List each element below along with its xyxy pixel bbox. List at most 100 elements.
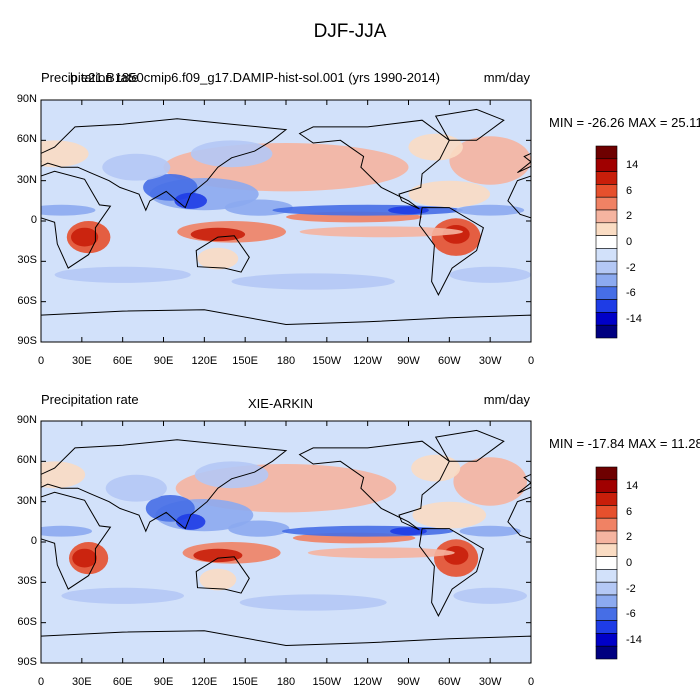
panel1-colorbar-box (595, 196, 618, 211)
panel1-lat-label: 30S (17, 254, 37, 267)
panel1-anomaly-patch (449, 136, 531, 185)
panel1-colorbar-box (595, 171, 618, 185)
panel2-lon-label: 0 (37, 676, 45, 688)
panel2-colorbar-box (595, 530, 618, 545)
panel2-coastline-australia (195, 556, 250, 594)
panel1-lat-label: 30N (16, 173, 37, 186)
panel2-colorbar (595, 466, 618, 660)
panel2-coastline-africa (41, 491, 112, 590)
panel1-coastline-australia (195, 235, 250, 273)
panel1-colorbar-box (595, 260, 618, 275)
panel2-title-right: mm/day (483, 392, 530, 407)
panel1-lon-label: 180 (276, 355, 296, 367)
panel1-coastline-south-america (418, 207, 484, 297)
panel2-anomaly-patch (412, 501, 487, 529)
panel1-lon-label: 0 (37, 355, 45, 367)
panel2-colorbar-label: -6 (626, 608, 636, 621)
panel2-lon-label: 180 (276, 676, 296, 688)
panel1-colorbar-label: -2 (626, 261, 636, 274)
panel2-lon-label: 60W (438, 676, 461, 688)
panel2-lon-label: 30E (72, 676, 92, 688)
panel1-colorbar-box (595, 158, 618, 172)
panel2-anomaly-patch (281, 525, 454, 537)
panel2-colorbar-box (595, 543, 618, 557)
panel2-anomaly-patch (459, 525, 521, 537)
panel1-anomaly-patch (197, 247, 239, 270)
panel1-lat-label: 60S (17, 294, 37, 307)
panel1-lon-label: 60E (112, 355, 133, 367)
panel2-anomaly-patch (453, 587, 527, 604)
panel1-colorbar-label: 6 (626, 184, 633, 197)
panel2-lon-label: 120W (353, 676, 383, 688)
panel2-anomaly-patch (72, 548, 97, 568)
panel1-lon-label: 60W (438, 355, 461, 367)
panel1-colorbar (595, 145, 618, 339)
panel2-colorbar-label: 14 (626, 480, 639, 493)
panel2-lon-label: 120E (191, 676, 218, 688)
panel1-colorbar-box (595, 273, 618, 288)
panel1-lon-label: 90E (153, 355, 174, 367)
panel2-lat-label: 90S (17, 656, 37, 668)
panel2-lat-label: 90N (16, 414, 37, 426)
panel1-anomaly-patch (102, 153, 171, 181)
panel2-min-max: MIN = -17.84 MAX = 11.28 (549, 436, 700, 451)
panel1-lon-label: 150W (312, 355, 342, 367)
panel1-coastline-north-america (298, 119, 450, 210)
panel1-anomaly-patch (190, 227, 246, 242)
panel2-coastline-north-america (298, 440, 450, 531)
panel2-colorbar-box (595, 556, 618, 570)
panel2-colorbar-label: 2 (626, 531, 633, 544)
panel2-anomaly-patch (61, 587, 185, 604)
panel1-anomaly-patch (456, 204, 525, 216)
panel1-colorbar-box (595, 286, 618, 300)
panel2-lat-label: 60N (16, 454, 37, 467)
panel1-map (40, 99, 532, 343)
panel1-title-center: b.e21.B1850cmip6.f09_g17.DAMIP-hist-sol.… (70, 70, 440, 85)
panel2-title-left: Precipitation rate (41, 392, 139, 407)
panel1-lat-label: 90N (16, 93, 37, 105)
panel1-colorbar-box (595, 209, 618, 224)
panel2-lat-label: 60S (17, 615, 37, 628)
panel1-colorbar-box (595, 324, 618, 339)
panel1-colorbar-box (595, 299, 618, 313)
panel2-anomaly-patch (239, 594, 387, 611)
panel1-lon-label: 30E (72, 355, 92, 367)
panel2-anomaly-patch (453, 457, 527, 506)
panel2-coastline-south-america (418, 528, 484, 618)
panel1-coastline-antarctica (41, 309, 531, 342)
panel1-anomaly-patch (408, 133, 463, 161)
panel2-lat-label: 0 (30, 535, 37, 547)
panel2-lon-label: 60E (112, 676, 133, 688)
panel2-anomaly-patch (193, 548, 243, 563)
panel1-lon-label: 0 (527, 355, 535, 367)
panel2-title-center: XIE-ARKIN (248, 396, 314, 411)
panel2-anomaly-patch (411, 454, 461, 482)
panel2-lat-label: 30N (16, 494, 37, 507)
panel1-colorbar-box (595, 145, 618, 160)
panel1-anomaly-patch (272, 204, 464, 216)
panel2-colorbar-box (595, 517, 618, 532)
panel2-colorbar-box (595, 569, 618, 583)
panel1-colorbar-label: -14 (626, 312, 642, 325)
figure-title: DJF-JJA (313, 21, 387, 42)
panel2-lon-label: 30W (478, 676, 502, 688)
panel1-anomaly-patch (449, 266, 531, 283)
panel2-colorbar-box (595, 479, 618, 493)
panel1-anomaly-patch (299, 226, 463, 238)
panel1-coastline-greenland (434, 108, 505, 141)
panel2-colorbar-box (595, 581, 618, 596)
panel2-lon-label: 90W (397, 676, 420, 688)
panel2-colorbar-box (595, 645, 618, 660)
panel1-anomaly-patch (408, 180, 491, 208)
panel2-lat-label: 30S (17, 575, 37, 588)
panel1-anomaly-patch (54, 266, 191, 283)
panel2-anomaly-patch (443, 546, 469, 565)
panel2-map (40, 420, 532, 664)
panel2-colorbar-box (595, 607, 618, 621)
panel1-anomaly-patch (71, 227, 99, 247)
panel2-anomaly-patch (307, 547, 455, 559)
panel1-colorbar-label: -6 (626, 287, 636, 300)
panel1-anomaly-patch (224, 199, 293, 216)
panel2-colorbar-label: 0 (626, 557, 633, 569)
